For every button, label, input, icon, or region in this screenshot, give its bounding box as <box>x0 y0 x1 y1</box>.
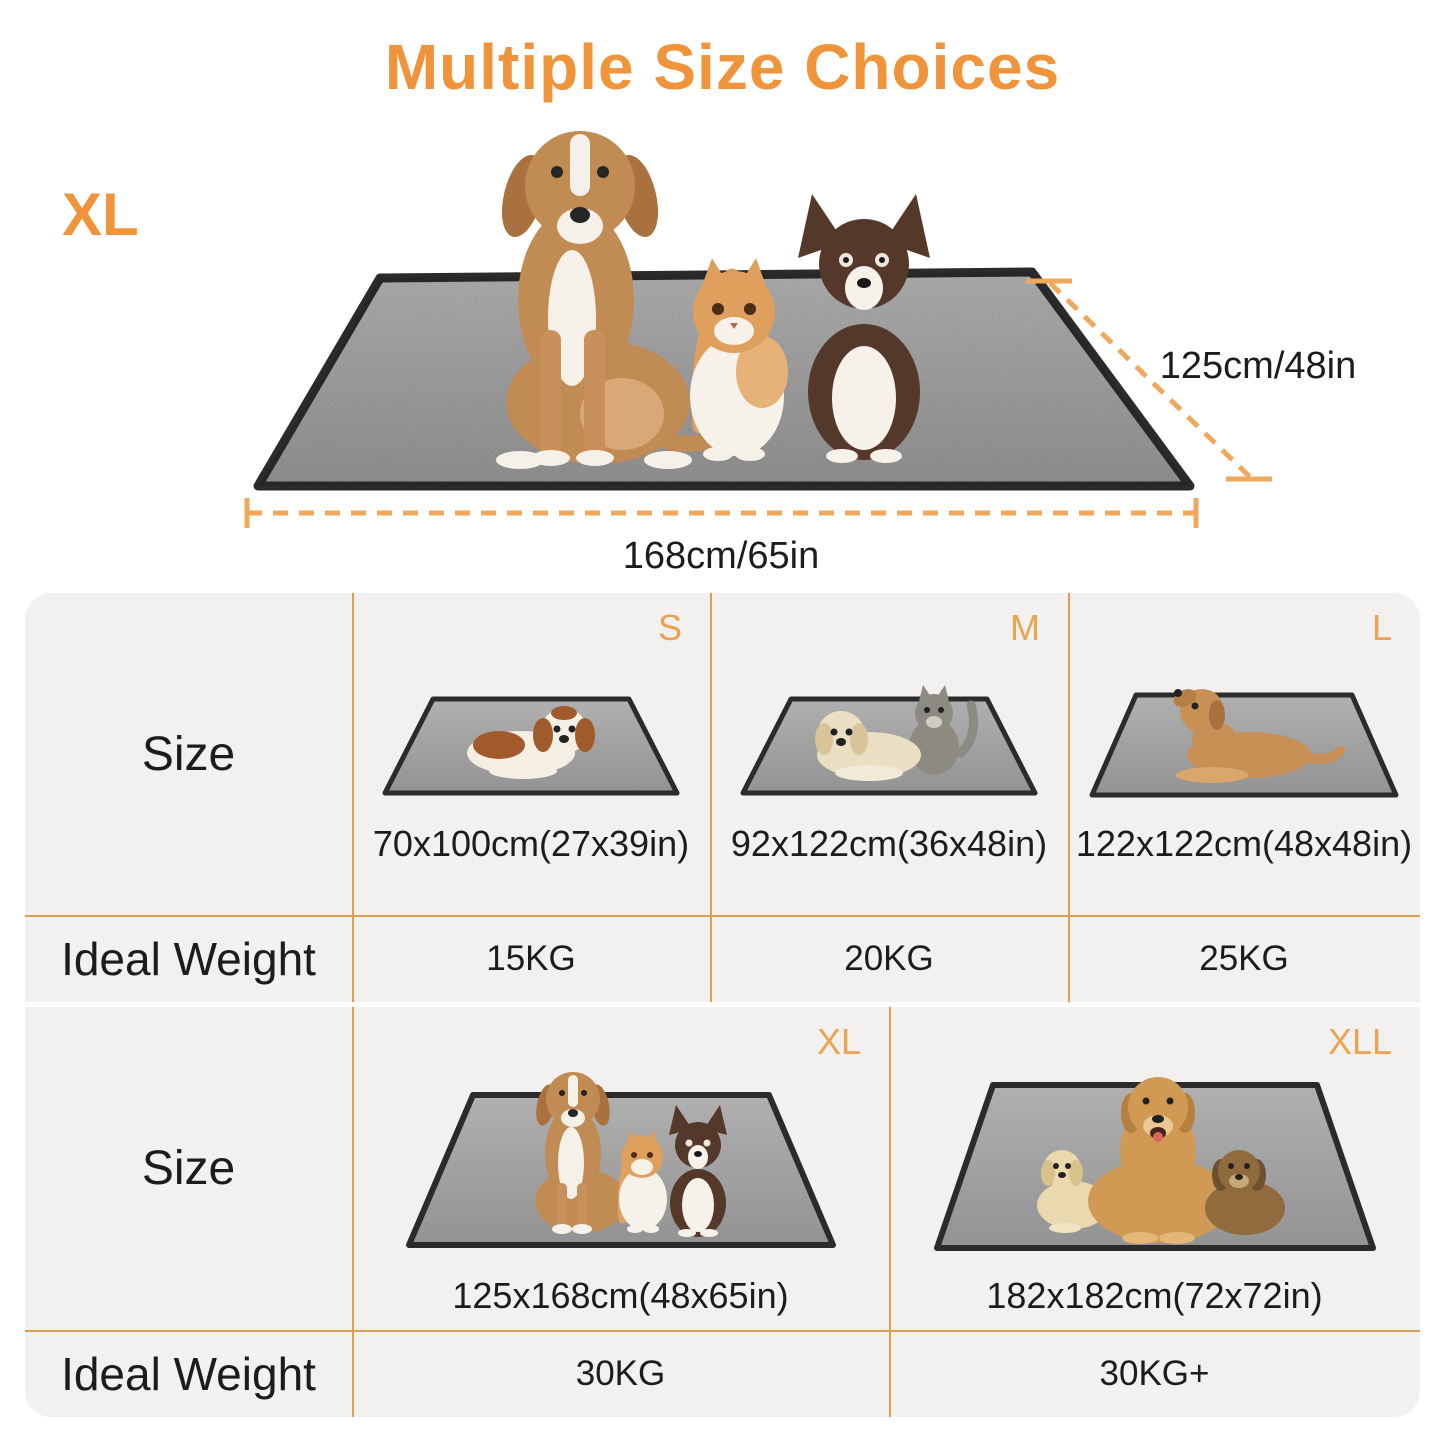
weight-row-label: Ideal Weight <box>61 1347 316 1400</box>
golden-retriever-icon <box>1087 1077 1232 1244</box>
grid-line <box>710 593 712 1002</box>
length-dimension-line <box>244 498 1199 528</box>
chihuahua-icon <box>798 194 930 463</box>
size-dims-l: 122x122cm(48x48in) <box>1075 823 1413 864</box>
size-xl-image <box>405 1072 836 1248</box>
cat-icon <box>690 258 788 461</box>
weight-value-l: 25KG <box>1199 938 1289 978</box>
size-cell-l: L 122x122cm(48x48in) <box>1068 593 1420 915</box>
size-tag-m: M <box>1010 607 1040 648</box>
chihuahua-icon <box>668 1105 727 1237</box>
size-cell-m: M <box>710 593 1068 915</box>
size-tag-xl: XL <box>816 1021 861 1062</box>
mat-icon <box>405 1092 836 1248</box>
size-dims-xl: 125x168cm(48x65in) <box>452 1275 789 1316</box>
size-row-header: Size <box>25 593 352 915</box>
weight-value-s: 15KG <box>486 938 576 978</box>
dog-icon <box>534 1072 627 1234</box>
puppy-icon <box>815 711 921 781</box>
size-xll-image <box>933 1077 1376 1251</box>
weight-cell-xll: 30KG+ <box>889 1330 1420 1417</box>
weight-row-header: Ideal Weight <box>25 915 352 1002</box>
weight-value-xl: 30KG <box>575 1353 666 1393</box>
grid-line <box>1068 593 1070 1002</box>
size-tag-l: L <box>1371 607 1392 648</box>
size-cell-s: S 70x100cm(27x39in) <box>352 593 710 915</box>
size-tag-s: S <box>657 607 682 648</box>
size-l-image <box>1089 689 1399 798</box>
page-title: Multiple Size Choices <box>384 31 1061 103</box>
size-table-bottom: Size XL <box>25 1007 1420 1417</box>
weight-row-label: Ideal Weight <box>61 932 316 985</box>
size-row-label: Size <box>141 727 236 781</box>
width-dimension-line <box>1026 278 1272 482</box>
weight-cell-m: 20KG <box>710 915 1068 1002</box>
puppy-icon <box>467 706 595 779</box>
shaggy-puppy-icon <box>1204 1150 1285 1235</box>
length-dimension-label: 168cm/65in <box>623 535 819 570</box>
hero-size-tag: XL <box>62 181 139 248</box>
size-row-label: Size <box>141 1142 236 1195</box>
weight-value-xll: 30KG+ <box>1099 1353 1210 1393</box>
hero-image: 168cm/65in 125cm/48in <box>244 131 1356 570</box>
size-s-image <box>382 696 680 796</box>
weight-cell-xl: 30KG <box>352 1330 889 1417</box>
cat-icon <box>617 1130 667 1233</box>
size-dims-s: 70x100cm(27x39in) <box>372 823 690 864</box>
grid-line <box>352 1007 354 1417</box>
weight-value-m: 20KG <box>844 938 934 978</box>
size-cell-xll: XLL <box>889 1007 1420 1330</box>
size-dims-m: 92x122cm(36x48in) <box>730 823 1048 864</box>
kitten-icon <box>909 685 978 775</box>
size-row-header: Size <box>25 1007 352 1330</box>
grid-line <box>889 1007 891 1417</box>
grid-line <box>25 1330 1420 1332</box>
size-dims-xll: 182x182cm(72x72in) <box>986 1275 1323 1316</box>
size-cell-xl: XL <box>352 1007 889 1330</box>
weight-row-header: Ideal Weight <box>25 1330 352 1417</box>
size-table-top: Size S 70x10 <box>25 593 1420 1002</box>
dog-lying-icon <box>1173 689 1345 783</box>
size-tag-xll: XLL <box>1327 1021 1392 1062</box>
weight-cell-l: 25KG <box>1068 915 1420 1002</box>
width-dimension-label: 125cm/48in <box>1160 345 1356 387</box>
weight-cell-s: 15KG <box>352 915 710 1002</box>
grid-line <box>352 593 354 1002</box>
grid-line <box>25 915 1420 917</box>
size-m-image <box>740 685 1038 796</box>
